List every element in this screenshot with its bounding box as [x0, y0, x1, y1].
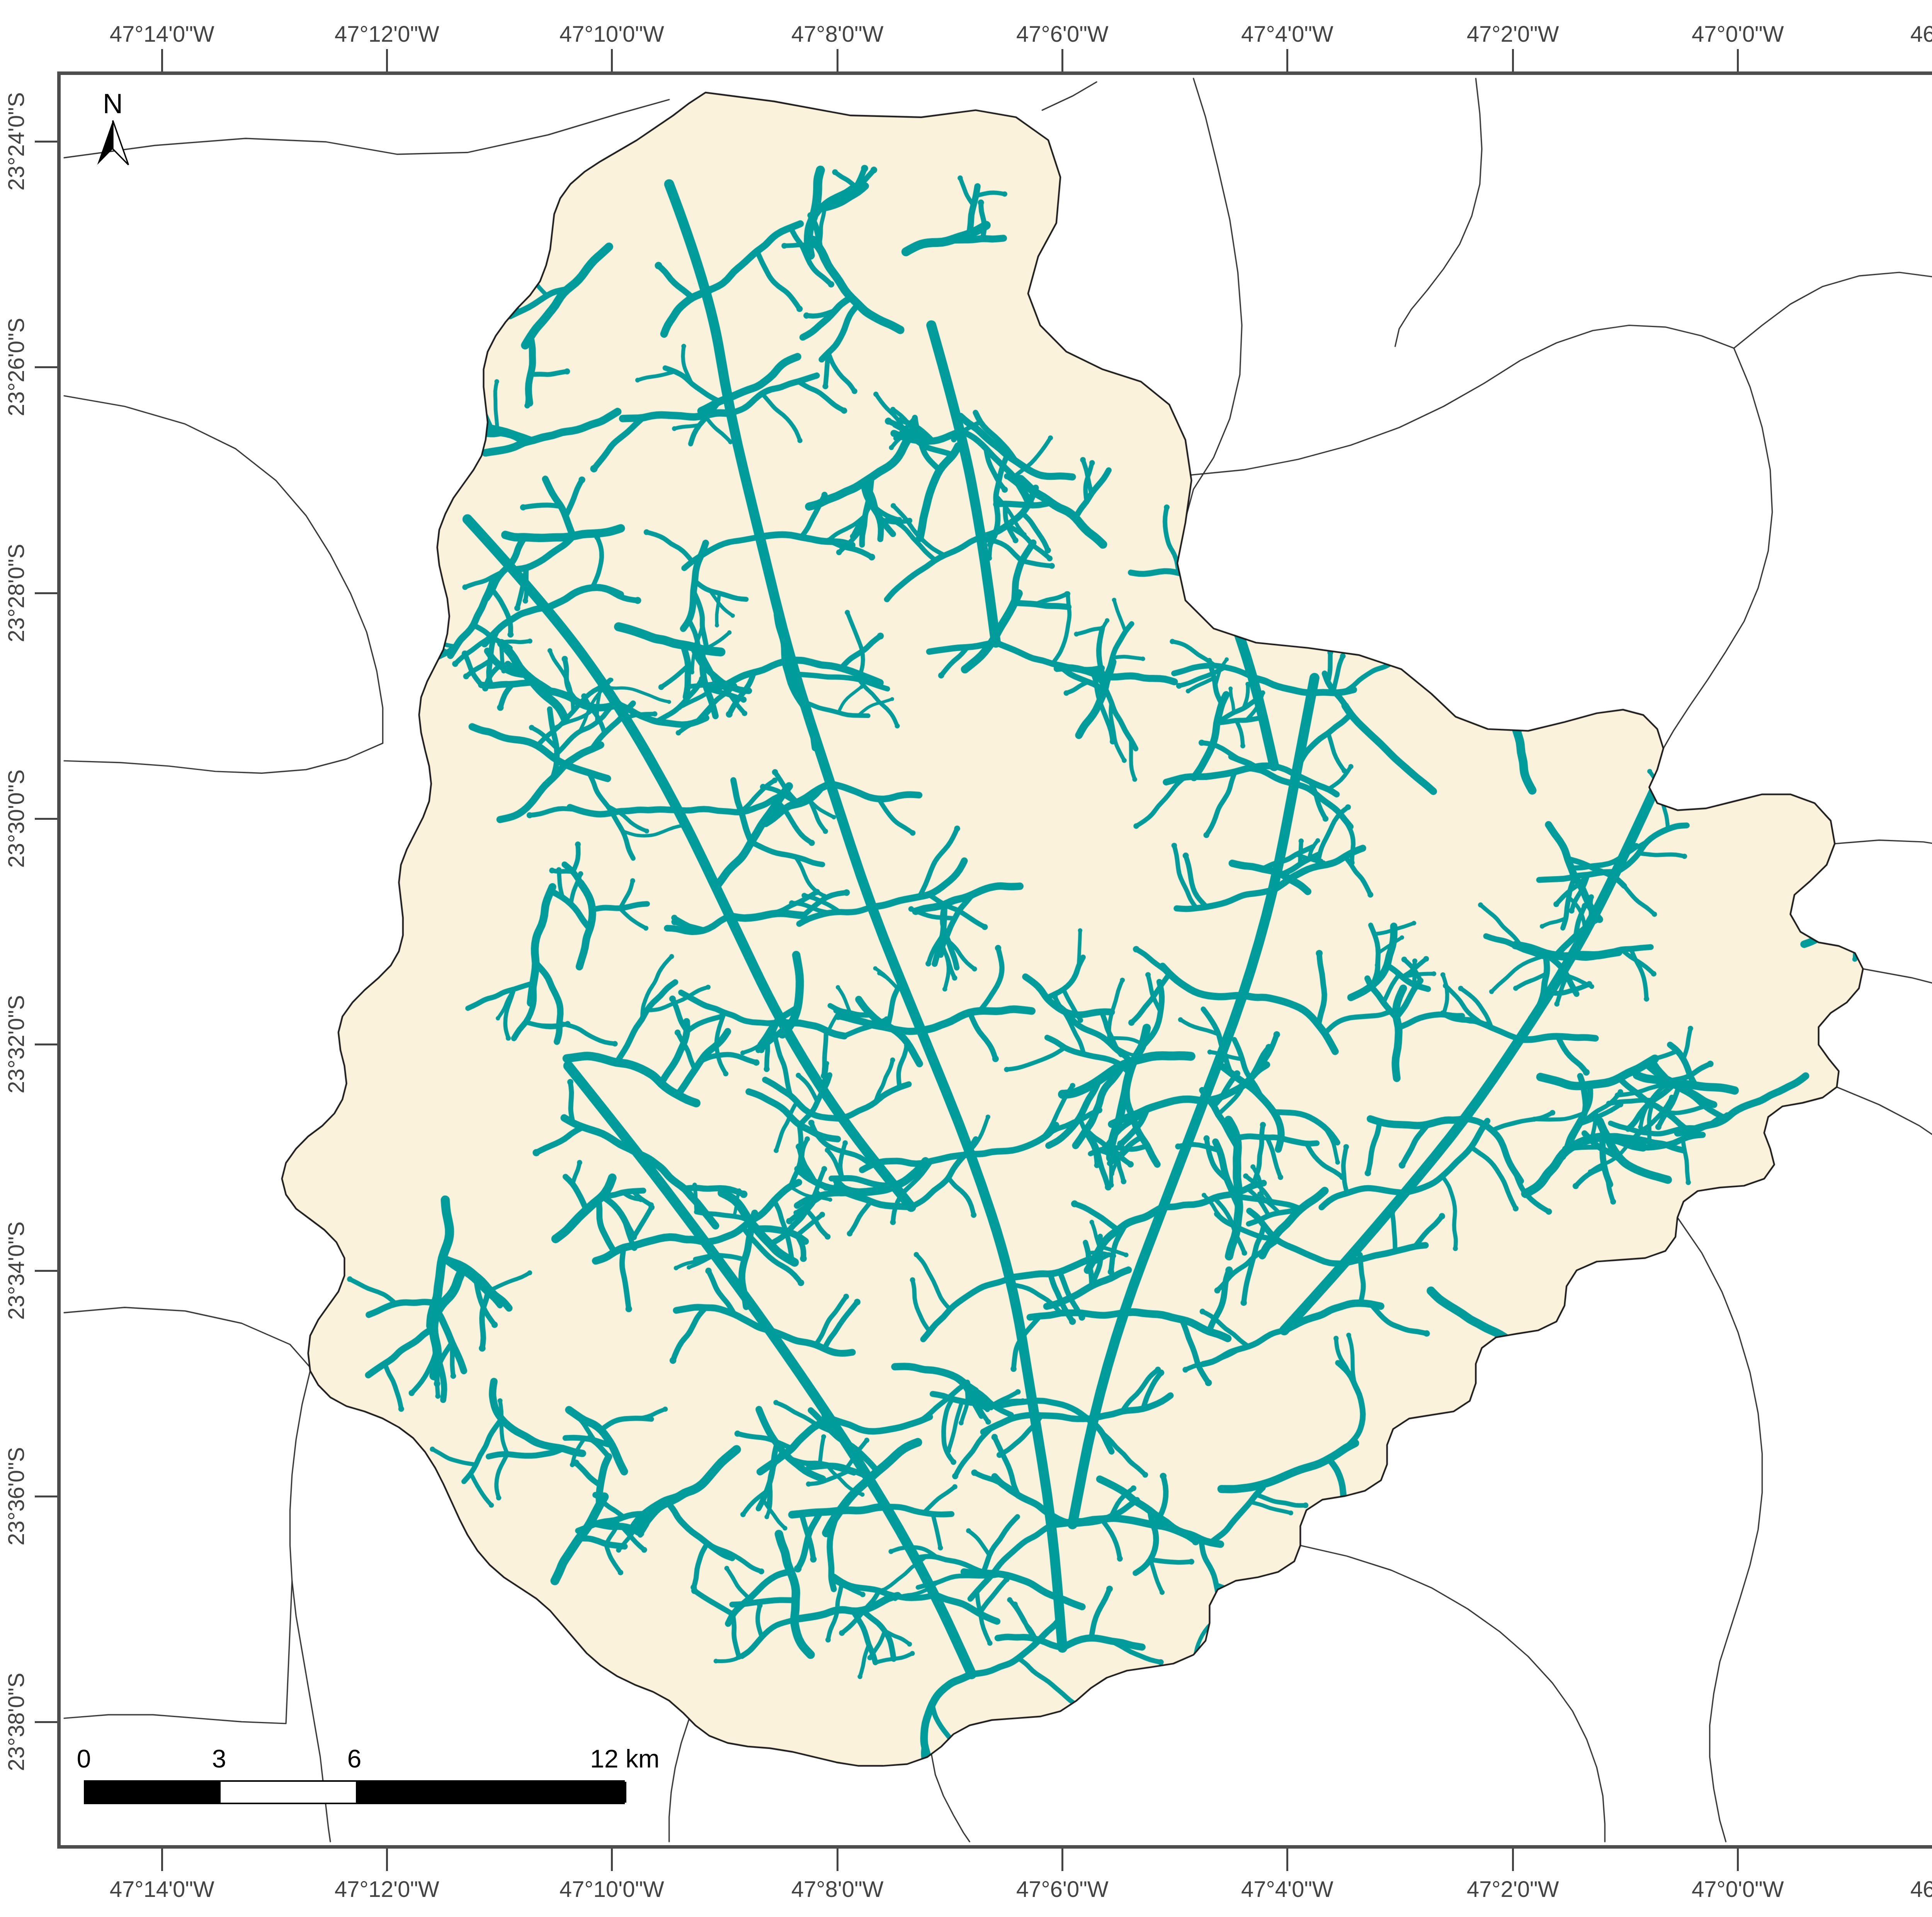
- north-letter: N: [103, 88, 123, 119]
- longitude-tick: [611, 49, 613, 71]
- longitude-tick: [1737, 1849, 1739, 1871]
- longitude-label: 47°14'0"W: [109, 1877, 214, 1902]
- scale-bar-label: 6: [347, 1744, 362, 1773]
- longitude-tick: [1737, 49, 1739, 71]
- longitude-tick: [611, 1849, 613, 1871]
- scale-bar-graphic: [84, 1780, 626, 1804]
- longitude-tick: [1061, 1849, 1064, 1871]
- latitude-label: 23°34'0"S: [4, 1221, 29, 1320]
- longitude-tick: [1512, 1849, 1514, 1871]
- longitude-label: 47°0'0"W: [1691, 1877, 1784, 1902]
- longitude-label: 47°2'0"W: [1466, 1877, 1559, 1902]
- scale-bar-label: 3: [212, 1744, 226, 1773]
- scale-bar-label: 12 km: [590, 1744, 660, 1773]
- latitude-label: 23°30'0"S: [4, 769, 29, 868]
- map-frame: N 0 3 6 12 km: [57, 71, 1932, 1849]
- map-drawing-area[interactable]: [61, 75, 1932, 1845]
- longitude-tick: [1286, 49, 1289, 71]
- longitude-label: 46°58'0"W: [1910, 1877, 1932, 1902]
- longitude-tick: [1286, 1849, 1289, 1871]
- longitude-label: 47°12'0"W: [334, 22, 439, 47]
- longitude-tick: [161, 1849, 163, 1871]
- latitude-tick: [35, 140, 57, 143]
- longitude-label: 47°0'0"W: [1691, 22, 1784, 47]
- latitude-tick: [35, 366, 57, 368]
- latitude-tick: [35, 1721, 57, 1723]
- longitude-label: 47°10'0"W: [559, 22, 664, 47]
- longitude-label: 46°58'0"W: [1910, 22, 1932, 47]
- latitude-tick: [35, 818, 57, 820]
- longitude-label: 47°10'0"W: [559, 1877, 664, 1902]
- scale-bar: 0 3 6 12 km: [77, 1744, 660, 1821]
- longitude-label: 47°4'0"W: [1241, 22, 1333, 47]
- longitude-label: 47°4'0"W: [1241, 1877, 1333, 1902]
- longitude-tick: [386, 1849, 388, 1871]
- scale-bar-labels: 0 3 6 12 km: [77, 1744, 660, 1777]
- latitude-tick: [35, 1270, 57, 1272]
- latitude-label: 23°24'0"S: [4, 92, 29, 191]
- longitude-tick: [837, 1849, 839, 1871]
- longitude-label: 47°6'0"W: [1016, 22, 1109, 47]
- latitude-label: 23°32'0"S: [4, 995, 29, 1094]
- north-arrow-icon: N: [84, 88, 142, 185]
- latitude-label: 23°26'0"S: [4, 318, 29, 416]
- latitude-label: 23°38'0"S: [4, 1672, 29, 1771]
- longitude-tick: [386, 49, 388, 71]
- latitude-tick: [35, 592, 57, 595]
- scale-bar-segment: [356, 1782, 626, 1803]
- latitude-tick: [35, 1043, 57, 1046]
- longitude-label: 47°12'0"W: [334, 1877, 439, 1902]
- longitude-tick: [1512, 49, 1514, 71]
- longitude-label: 47°8'0"W: [791, 22, 884, 47]
- longitude-label: 47°2'0"W: [1466, 22, 1559, 47]
- scale-bar-label: 0: [77, 1744, 91, 1773]
- longitude-label: 47°14'0"W: [109, 22, 214, 47]
- longitude-label: 47°8'0"W: [791, 1877, 884, 1902]
- longitude-tick: [837, 49, 839, 71]
- scale-bar-segment: [221, 1782, 356, 1803]
- latitude-label: 23°36'0"S: [4, 1447, 29, 1546]
- longitude-tick: [161, 49, 163, 71]
- latitude-tick: [35, 1495, 57, 1497]
- scale-bar-segment: [85, 1782, 221, 1803]
- map-panel: 47°14'0"W 47°12'0"W 47°10'0"W 47°8'0"W 47°6'…: [4, 22, 1932, 1902]
- latitude-label: 23°28'0"S: [4, 544, 29, 642]
- longitude-tick: [1061, 49, 1064, 71]
- longitude-label: 47°6'0"W: [1016, 1877, 1109, 1902]
